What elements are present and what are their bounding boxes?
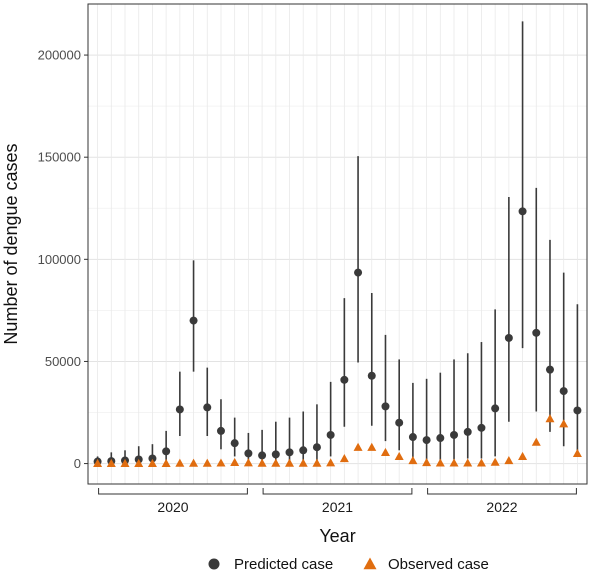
predicted-point bbox=[175, 405, 184, 414]
predicted-point bbox=[491, 404, 500, 413]
predicted-point bbox=[463, 427, 472, 436]
predicted-point bbox=[532, 328, 541, 337]
observed-point bbox=[518, 451, 528, 461]
observed-point bbox=[175, 458, 185, 467]
observed-point bbox=[339, 453, 349, 463]
legend: Predicted case Observed case bbox=[208, 556, 489, 573]
observed-point bbox=[504, 456, 514, 465]
observed-point bbox=[189, 458, 199, 467]
observed-point bbox=[147, 458, 157, 467]
year-brackets: 2020 2021 2022 bbox=[98, 488, 577, 515]
y-tick-label: 150000 bbox=[38, 150, 81, 165]
predicted-point bbox=[203, 403, 212, 412]
predicted-point bbox=[450, 430, 459, 439]
predicted-point bbox=[340, 375, 349, 384]
predicted-point bbox=[189, 316, 198, 325]
observed-point bbox=[298, 458, 308, 467]
observed-point bbox=[559, 419, 569, 428]
predicted-point bbox=[545, 365, 554, 374]
observed-point bbox=[285, 458, 295, 467]
year-bracket bbox=[427, 488, 577, 495]
predicted-point bbox=[559, 387, 568, 396]
predicted-point bbox=[354, 268, 363, 277]
predicted-point bbox=[436, 434, 445, 443]
year-label: 2021 bbox=[322, 499, 353, 515]
predicted-point bbox=[230, 439, 239, 448]
predicted-point bbox=[395, 418, 404, 427]
observed-point bbox=[435, 458, 445, 467]
predicted-point bbox=[408, 433, 417, 442]
year-label: 2020 bbox=[157, 499, 188, 515]
predicted-point bbox=[326, 430, 335, 439]
observed-point bbox=[161, 458, 171, 467]
legend-observed-label: Observed case bbox=[388, 556, 489, 573]
observed-point bbox=[216, 458, 226, 467]
observed-point bbox=[257, 458, 267, 467]
observed-point bbox=[572, 448, 582, 457]
data-marks bbox=[93, 21, 582, 467]
year-label: 2022 bbox=[486, 499, 517, 515]
observed-point bbox=[367, 442, 377, 451]
observed-point bbox=[353, 442, 363, 451]
observed-point bbox=[230, 457, 240, 466]
predicted-point bbox=[244, 449, 253, 458]
observed-point bbox=[106, 458, 116, 467]
plot-border bbox=[87, 3, 588, 485]
observed-point bbox=[463, 458, 473, 467]
predicted-point bbox=[299, 446, 308, 455]
observed-point bbox=[134, 458, 144, 467]
observed-point bbox=[545, 414, 555, 423]
observed-point bbox=[531, 437, 541, 446]
observed-point bbox=[326, 458, 336, 467]
plot-panel bbox=[88, 4, 587, 484]
y-axis-ticks: 0 50000 100000 150000 200000 bbox=[38, 48, 88, 471]
legend-observed-marker bbox=[363, 557, 377, 570]
observed-point bbox=[120, 458, 130, 467]
predicted-point bbox=[381, 402, 390, 411]
y-tick-label: 200000 bbox=[38, 48, 81, 63]
x-axis-title: Year bbox=[319, 526, 355, 546]
observed-point bbox=[93, 458, 103, 467]
predicted-point bbox=[162, 447, 171, 456]
year-bracket bbox=[262, 488, 413, 495]
y-tick-label: 0 bbox=[74, 456, 81, 471]
observed-point bbox=[312, 458, 322, 467]
observed-point bbox=[243, 458, 253, 467]
year-bracket bbox=[98, 488, 248, 495]
predicted-point bbox=[285, 448, 294, 457]
observed-point bbox=[490, 457, 500, 466]
predicted-point bbox=[573, 406, 582, 415]
observed-point bbox=[202, 458, 212, 467]
y-axis-title: Number of dengue cases bbox=[1, 143, 21, 344]
predicted-point bbox=[367, 371, 376, 380]
observed-point bbox=[380, 447, 390, 456]
predicted-point bbox=[271, 450, 280, 459]
observed-point bbox=[449, 458, 459, 467]
predicted-point bbox=[422, 436, 431, 445]
predicted-point bbox=[518, 207, 527, 216]
predicted-point bbox=[312, 443, 321, 452]
predicted-point bbox=[477, 423, 486, 432]
legend-predicted-label: Predicted case bbox=[234, 556, 333, 573]
predicted-point bbox=[504, 333, 513, 342]
predicted-point bbox=[216, 426, 225, 435]
y-tick-label: 50000 bbox=[45, 354, 81, 369]
y-tick-label: 100000 bbox=[38, 252, 81, 267]
predicted-point bbox=[258, 451, 267, 460]
observed-point bbox=[422, 458, 432, 467]
observed-point bbox=[408, 456, 418, 465]
observed-point bbox=[394, 451, 404, 461]
observed-point bbox=[271, 458, 281, 467]
predicted-point bbox=[148, 454, 157, 463]
legend-predicted-marker bbox=[208, 558, 220, 570]
observed-point bbox=[476, 458, 486, 467]
